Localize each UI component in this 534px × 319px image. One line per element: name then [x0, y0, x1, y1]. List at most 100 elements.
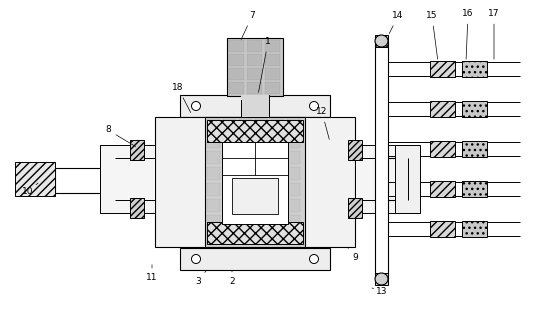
Bar — [223, 183, 236, 196]
Text: 11: 11 — [146, 265, 158, 283]
Bar — [207, 120, 303, 142]
Text: 17: 17 — [488, 10, 500, 59]
Text: 12: 12 — [316, 108, 329, 139]
Circle shape — [310, 101, 318, 110]
Bar — [430, 101, 455, 117]
Bar — [229, 40, 244, 52]
Bar — [247, 54, 262, 66]
Bar — [265, 40, 280, 52]
Bar — [207, 231, 220, 244]
Bar — [287, 199, 300, 212]
Text: 18: 18 — [172, 84, 191, 113]
Bar — [247, 82, 262, 94]
Circle shape — [192, 255, 200, 263]
Bar — [207, 215, 220, 228]
Bar — [462, 61, 487, 77]
Text: 2: 2 — [229, 271, 235, 286]
Bar — [223, 119, 236, 132]
Bar — [247, 68, 262, 80]
Bar — [239, 151, 252, 164]
Text: 3: 3 — [195, 270, 206, 286]
Bar — [239, 231, 252, 244]
Bar — [239, 183, 252, 196]
Bar — [239, 215, 252, 228]
Bar — [375, 41, 388, 279]
Bar — [265, 54, 280, 66]
Bar — [287, 119, 300, 132]
Bar — [223, 231, 236, 244]
Bar — [180, 248, 330, 270]
Bar — [239, 135, 252, 148]
Bar — [222, 142, 288, 224]
Bar — [223, 167, 236, 180]
Bar — [430, 61, 455, 77]
Bar — [271, 215, 284, 228]
Bar — [255, 183, 268, 196]
Ellipse shape — [375, 273, 388, 285]
Bar — [271, 231, 284, 244]
Bar — [100, 145, 155, 213]
Bar — [239, 119, 252, 132]
Bar — [271, 135, 284, 148]
Text: 15: 15 — [426, 11, 438, 59]
Bar — [287, 231, 300, 244]
Bar — [287, 215, 300, 228]
Bar — [255, 119, 268, 132]
Bar — [100, 145, 155, 213]
Bar — [180, 95, 330, 117]
Bar — [348, 140, 362, 160]
Bar — [255, 135, 268, 148]
Bar — [229, 82, 244, 94]
Circle shape — [310, 255, 318, 263]
Bar — [232, 178, 278, 214]
Text: 14: 14 — [389, 11, 404, 33]
Bar — [239, 167, 252, 180]
Text: 13: 13 — [372, 287, 388, 296]
Bar — [348, 198, 362, 218]
Bar — [375, 35, 388, 47]
Bar — [271, 199, 284, 212]
Bar — [207, 222, 303, 244]
Bar — [355, 145, 410, 213]
Bar — [255, 167, 268, 180]
Bar — [287, 151, 300, 164]
Bar — [271, 167, 284, 180]
Bar — [207, 151, 220, 164]
Bar — [207, 135, 220, 148]
Bar — [462, 101, 487, 117]
Bar — [462, 181, 487, 197]
Bar — [255, 199, 268, 212]
Bar — [229, 54, 244, 66]
Bar — [265, 68, 280, 80]
Text: 8: 8 — [105, 125, 136, 146]
Bar — [287, 167, 300, 180]
Bar — [223, 135, 236, 148]
Bar — [462, 141, 487, 157]
Bar — [207, 119, 220, 132]
Bar — [239, 199, 252, 212]
Bar — [241, 95, 269, 100]
Circle shape — [192, 101, 200, 110]
Bar — [130, 140, 144, 160]
Bar — [430, 141, 455, 157]
Bar — [15, 162, 55, 196]
Text: 7: 7 — [241, 11, 255, 40]
Bar — [271, 119, 284, 132]
Bar — [247, 40, 262, 52]
Bar — [430, 221, 455, 237]
Bar — [229, 68, 244, 80]
Bar — [207, 199, 220, 212]
Bar — [155, 117, 355, 247]
Bar — [375, 273, 388, 285]
Text: 9: 9 — [348, 248, 358, 263]
Bar — [223, 151, 236, 164]
Bar — [223, 215, 236, 228]
Bar — [255, 151, 268, 164]
Text: 16: 16 — [462, 10, 474, 59]
Bar — [287, 183, 300, 196]
Bar — [207, 183, 220, 196]
Bar — [430, 181, 455, 197]
Ellipse shape — [375, 35, 388, 47]
Bar — [241, 95, 269, 117]
Bar — [287, 135, 300, 148]
